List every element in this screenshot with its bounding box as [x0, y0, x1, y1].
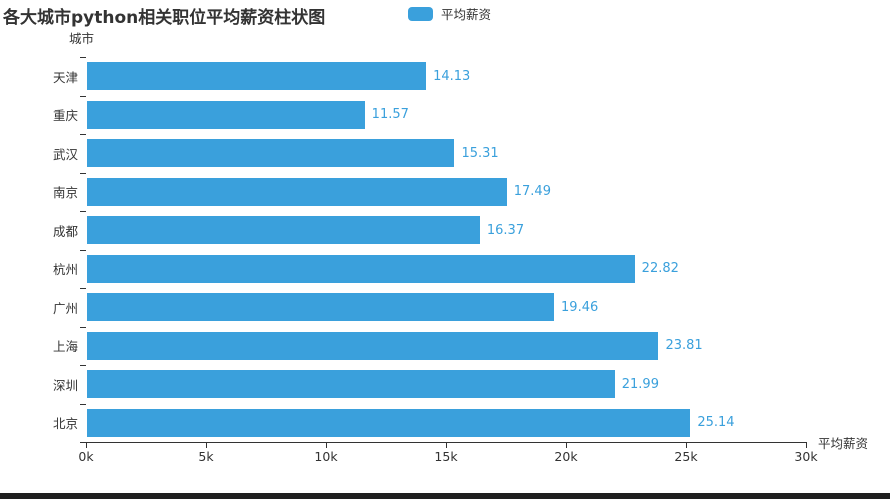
y-axis-tick: [80, 404, 86, 405]
x-axis-tick: [326, 443, 327, 448]
y-axis-category-label: 上海: [52, 339, 78, 355]
bar-value-label: 25.14: [697, 415, 735, 431]
chart-title: 各大城市python相关职位平均薪资柱状图: [3, 8, 326, 28]
y-axis-category-label: 武汉: [52, 146, 78, 162]
x-axis-line: [86, 442, 807, 443]
bar-value-label: 19.46: [561, 299, 599, 315]
y-axis-category-label: 成都: [52, 223, 78, 239]
y-axis-category-label: 深圳: [52, 377, 78, 393]
x-axis-tick-label: 20k: [554, 449, 578, 464]
y-axis-tick: [80, 211, 86, 212]
y-axis-tick: [80, 57, 86, 58]
bar-武汉[interactable]: [87, 139, 455, 168]
x-axis-tick: [446, 443, 447, 448]
bar-value-label: 21.99: [621, 376, 659, 392]
y-axis-category-label: 天津: [52, 69, 78, 85]
bar-value-label: 14.13: [433, 68, 471, 84]
bar-成都[interactable]: [87, 216, 480, 245]
y-axis-tick: [80, 442, 86, 443]
bar-北京[interactable]: [87, 408, 691, 437]
bar-南京[interactable]: [87, 177, 507, 206]
y-axis-tick: [80, 96, 86, 97]
bar-value-label: 16.37: [486, 222, 525, 238]
y-axis-tick: [80, 250, 86, 251]
legend-swatch: [408, 6, 433, 21]
y-axis-tick: [80, 134, 86, 135]
x-axis-tick-label: 5k: [198, 449, 214, 464]
legend-item-average-salary[interactable]: 平均薪资: [408, 4, 491, 23]
x-axis-tick-label: 10k: [314, 449, 338, 464]
bar-上海[interactable]: [87, 331, 659, 360]
bar-天津[interactable]: [87, 62, 427, 91]
x-axis-tick-label: 0k: [78, 449, 94, 464]
bar-value-label: 11.57: [371, 107, 409, 123]
x-axis-tick: [206, 443, 207, 448]
y-axis-category-label: 广州: [52, 300, 78, 316]
x-axis-name: 平均薪资: [818, 436, 869, 451]
y-axis-tick: [80, 173, 86, 174]
x-axis-tick-label: 25k: [674, 449, 698, 464]
bar-value-label: 17.49: [513, 184, 551, 200]
x-axis-tick: [686, 443, 687, 448]
y-axis-category-label: 重庆: [52, 108, 78, 124]
x-axis-tick: [806, 443, 807, 448]
bar-value-label: 23.81: [665, 338, 703, 354]
y-axis-tick: [80, 327, 86, 328]
y-axis-name: 城市: [69, 31, 95, 46]
bar-杭州[interactable]: [87, 254, 635, 283]
x-axis-tick: [86, 443, 87, 448]
bar-value-label: 15.31: [461, 145, 499, 161]
bar-重庆[interactable]: [87, 100, 365, 129]
y-axis-tick: [80, 288, 86, 289]
y-axis-category-label: 北京: [52, 416, 78, 432]
y-axis-category-label: 南京: [52, 185, 78, 201]
bar-广州[interactable]: [87, 293, 555, 322]
window-bottom-edge: [0, 493, 890, 499]
y-axis-tick: [80, 365, 86, 366]
legend-label: 平均薪资: [441, 7, 492, 22]
bar-深圳[interactable]: [87, 370, 615, 399]
x-axis-tick-label: 30k: [794, 449, 818, 464]
x-axis-tick: [566, 443, 567, 448]
y-axis-category-label: 杭州: [52, 262, 78, 278]
x-axis-tick-label: 15k: [434, 449, 458, 464]
bar-value-label: 22.82: [641, 261, 679, 277]
